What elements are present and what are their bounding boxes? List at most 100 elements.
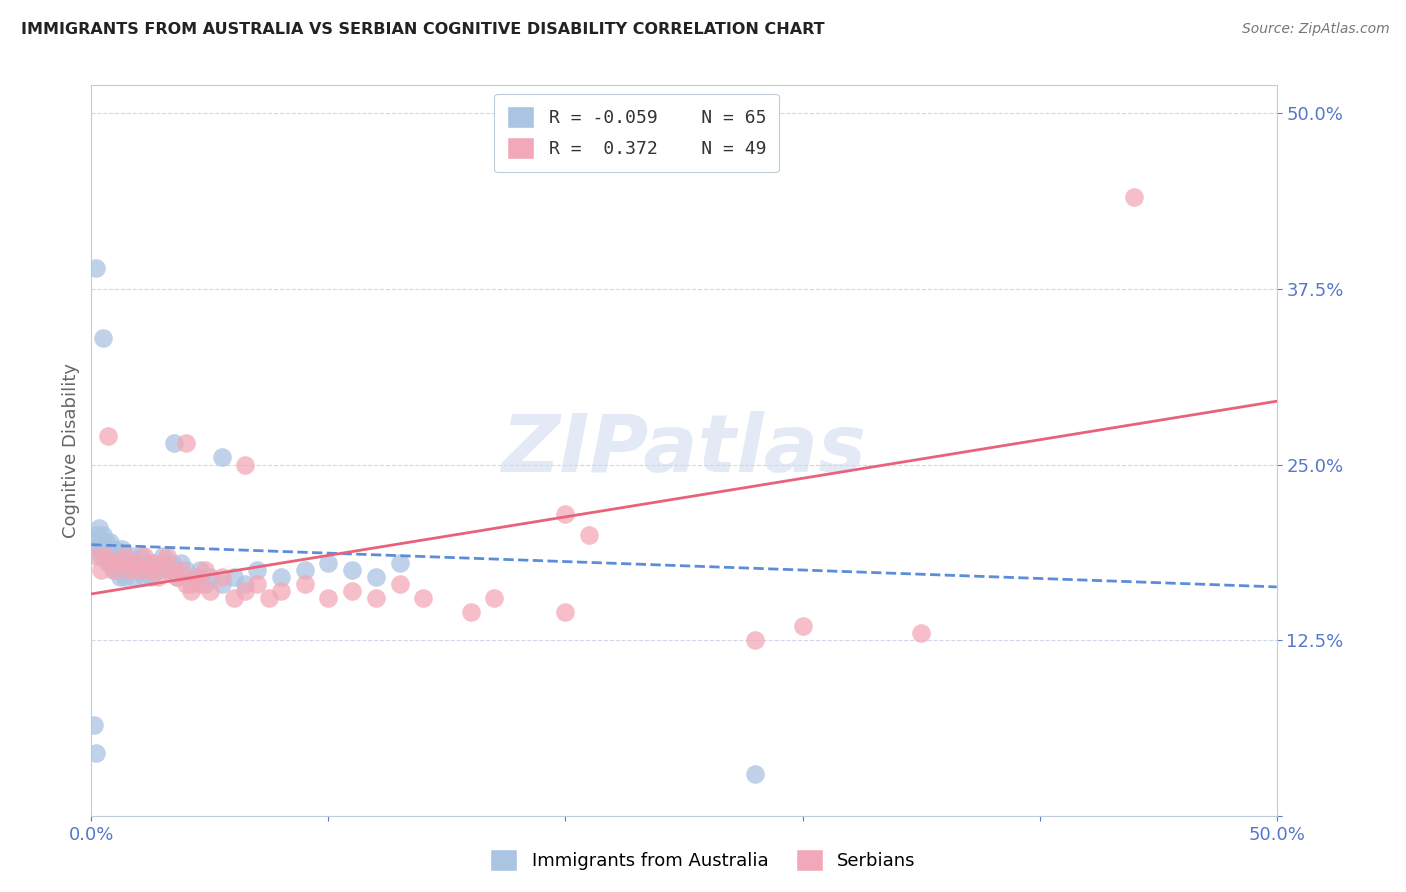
Point bbox=[160, 563, 183, 577]
Point bbox=[84, 549, 107, 563]
Point bbox=[115, 556, 138, 570]
Point bbox=[129, 549, 152, 563]
Point bbox=[98, 549, 121, 563]
Point bbox=[94, 549, 117, 563]
Point bbox=[111, 541, 134, 556]
Point bbox=[152, 556, 174, 570]
Point bbox=[128, 563, 150, 577]
Point bbox=[180, 584, 202, 599]
Point bbox=[388, 577, 411, 591]
Point bbox=[318, 556, 340, 570]
Point bbox=[136, 563, 159, 577]
Point bbox=[190, 563, 212, 577]
Point bbox=[222, 570, 245, 584]
Point bbox=[107, 563, 129, 577]
Point bbox=[121, 549, 143, 563]
Point bbox=[174, 436, 197, 450]
Point bbox=[91, 528, 114, 542]
Point bbox=[128, 563, 150, 577]
Point bbox=[94, 549, 117, 563]
Point bbox=[340, 563, 363, 577]
Point bbox=[792, 619, 814, 633]
Point bbox=[257, 591, 280, 606]
Point bbox=[294, 577, 316, 591]
Point bbox=[270, 584, 292, 599]
Point bbox=[118, 563, 141, 577]
Point bbox=[94, 534, 117, 549]
Point bbox=[146, 570, 169, 584]
Point bbox=[83, 534, 105, 549]
Text: IMMIGRANTS FROM AUSTRALIA VS SERBIAN COGNITIVE DISABILITY CORRELATION CHART: IMMIGRANTS FROM AUSTRALIA VS SERBIAN COG… bbox=[21, 22, 825, 37]
Point bbox=[142, 556, 165, 570]
Point bbox=[125, 556, 148, 570]
Point bbox=[910, 626, 932, 640]
Point bbox=[166, 570, 188, 584]
Point bbox=[460, 605, 482, 619]
Text: Source: ZipAtlas.com: Source: ZipAtlas.com bbox=[1241, 22, 1389, 37]
Point bbox=[91, 331, 114, 345]
Point bbox=[156, 563, 179, 577]
Point bbox=[364, 570, 387, 584]
Point bbox=[235, 458, 257, 472]
Point bbox=[90, 549, 112, 563]
Point bbox=[104, 556, 127, 570]
Point bbox=[114, 549, 136, 563]
Point bbox=[184, 570, 207, 584]
Point bbox=[97, 429, 120, 443]
Point bbox=[97, 556, 120, 570]
Point bbox=[174, 577, 197, 591]
Point bbox=[98, 556, 121, 570]
Point bbox=[108, 556, 131, 570]
Y-axis label: Cognitive Disability: Cognitive Disability bbox=[62, 363, 80, 538]
Point bbox=[246, 577, 269, 591]
Point bbox=[97, 541, 120, 556]
Point bbox=[104, 541, 127, 556]
Point bbox=[118, 563, 141, 577]
Point bbox=[90, 563, 112, 577]
Point bbox=[294, 563, 316, 577]
Point bbox=[160, 556, 183, 570]
Point bbox=[364, 591, 387, 606]
Point bbox=[170, 556, 193, 570]
Point bbox=[554, 605, 576, 619]
Point bbox=[87, 541, 110, 556]
Point bbox=[87, 521, 110, 535]
Point bbox=[235, 577, 257, 591]
Point bbox=[108, 570, 131, 584]
Point bbox=[84, 260, 107, 275]
Legend: R = -0.059    N = 65, R =  0.372    N = 49: R = -0.059 N = 65, R = 0.372 N = 49 bbox=[495, 94, 779, 172]
Point bbox=[108, 556, 131, 570]
Point bbox=[190, 577, 212, 591]
Point bbox=[146, 563, 169, 577]
Point bbox=[194, 577, 217, 591]
Text: ZIPatlas: ZIPatlas bbox=[502, 411, 866, 490]
Point bbox=[744, 767, 766, 781]
Point bbox=[166, 570, 188, 584]
Point bbox=[101, 563, 124, 577]
Point bbox=[211, 450, 233, 465]
Point bbox=[211, 570, 233, 584]
Point bbox=[84, 528, 107, 542]
Point bbox=[578, 528, 600, 542]
Point bbox=[111, 563, 134, 577]
Point bbox=[132, 570, 155, 584]
Point bbox=[91, 541, 114, 556]
Point bbox=[388, 556, 411, 570]
Point bbox=[135, 556, 157, 570]
Point bbox=[122, 556, 145, 570]
Point bbox=[211, 577, 233, 591]
Point bbox=[235, 584, 257, 599]
Point bbox=[270, 570, 292, 584]
Point bbox=[554, 507, 576, 521]
Point bbox=[180, 577, 202, 591]
Point bbox=[122, 570, 145, 584]
Point bbox=[101, 549, 124, 563]
Point bbox=[198, 570, 221, 584]
Point bbox=[139, 570, 162, 584]
Point bbox=[83, 717, 105, 731]
Point bbox=[98, 534, 121, 549]
Point bbox=[194, 563, 217, 577]
Point bbox=[198, 584, 221, 599]
Point bbox=[318, 591, 340, 606]
Point bbox=[104, 563, 127, 577]
